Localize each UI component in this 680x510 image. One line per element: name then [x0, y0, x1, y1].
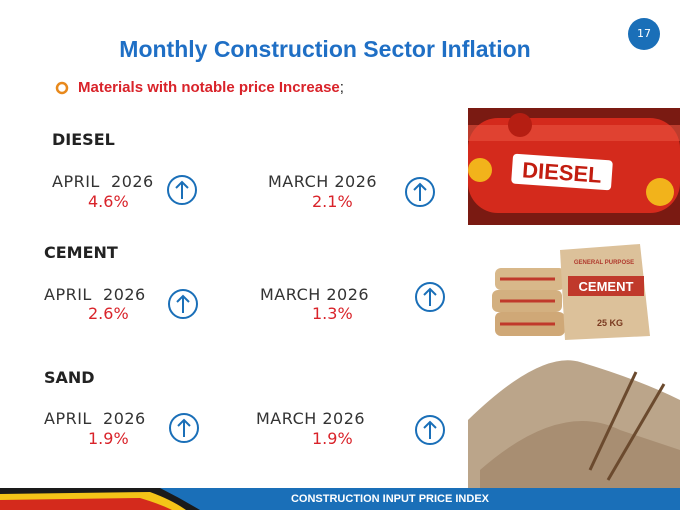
period: MARCH 2026 — [256, 409, 366, 428]
value: 1.3% — [312, 304, 353, 323]
value: 4.6% — [88, 192, 129, 211]
cement-image-weight: 25 KG — [597, 318, 623, 328]
bullet-text: Materials with notable price Increase — [78, 79, 340, 96]
footer-text: CONSTRUCTION INPUT PRICE INDEX — [290, 493, 489, 505]
material-name: CEMENT — [44, 243, 118, 262]
cement-image: GENERAL PURPOSE CEMENT 25 KG — [492, 244, 650, 340]
period: APRIL 2026 — [44, 409, 146, 428]
cement-image-top: GENERAL PURPOSE — [574, 260, 634, 266]
slide-title: Monthly Construction Sector Inflation — [119, 36, 531, 62]
bullet-icon — [55, 81, 69, 95]
diesel-image-label: DIESEL — [521, 157, 602, 187]
cement-image-label: CEMENT — [579, 279, 634, 294]
page-badge — [628, 18, 660, 50]
diesel-image: DIESEL — [468, 108, 680, 225]
bullet: Materials with notable price Increase; — [78, 79, 344, 96]
page-number: 17 — [637, 27, 651, 40]
value: 1.9% — [312, 429, 353, 448]
sand-image — [468, 360, 680, 490]
period: APRIL 2026 — [52, 172, 154, 191]
bullet-punctuation: ; — [339, 79, 344, 96]
period: MARCH 2026 — [260, 285, 370, 304]
period: APRIL 2026 — [44, 285, 146, 304]
up-arrows — [167, 175, 445, 445]
material-name: DIESEL — [52, 130, 115, 149]
material-name: SAND — [44, 368, 95, 387]
footer-band — [0, 488, 680, 510]
value: 2.6% — [88, 304, 129, 323]
period: MARCH 2026 — [268, 172, 378, 191]
value: 2.1% — [312, 192, 353, 211]
value: 1.9% — [88, 429, 129, 448]
